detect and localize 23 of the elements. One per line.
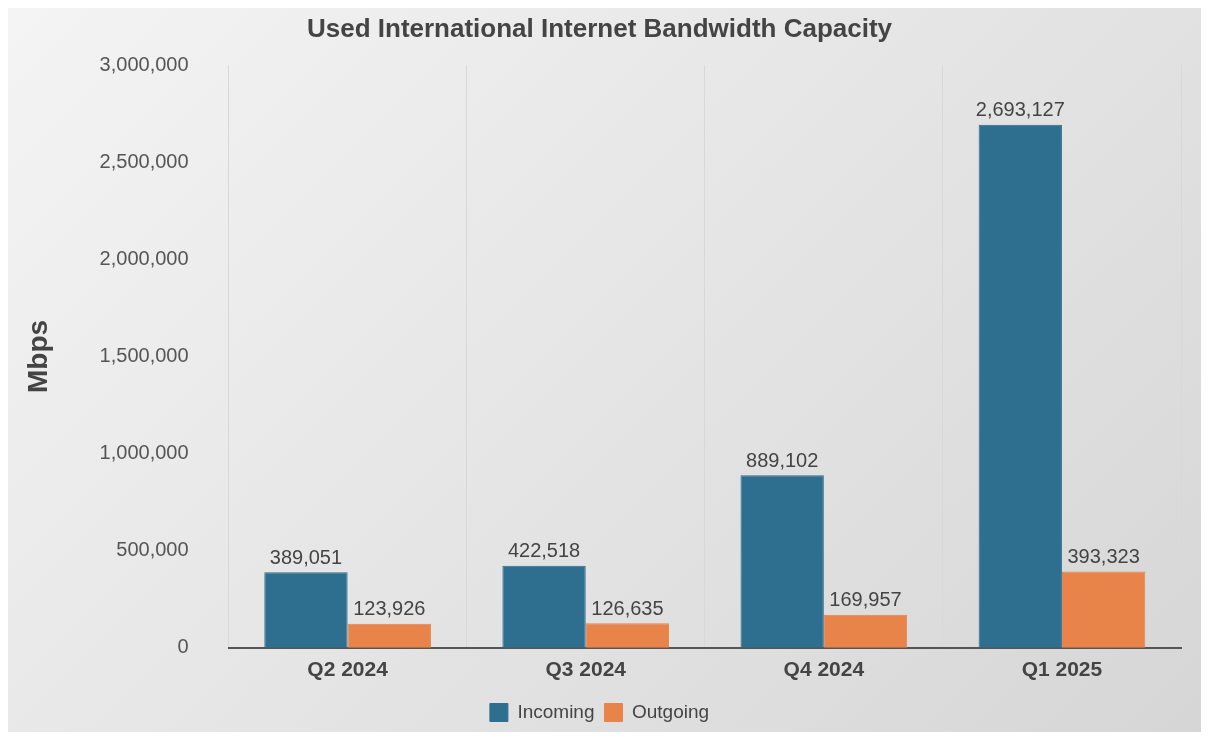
data-label: 169,957 bbox=[829, 588, 902, 611]
y-tick-label: 2,000,000 bbox=[99, 246, 189, 269]
y-tick-label: 1,000,000 bbox=[99, 441, 189, 464]
y-tick-label: 2,500,000 bbox=[99, 149, 189, 172]
y-tick-label: 1,500,000 bbox=[99, 344, 189, 367]
x-tick-label: Q3 2024 bbox=[545, 657, 627, 681]
y-tick-label: 0 bbox=[177, 635, 189, 658]
x-tick-label: Q1 2025 bbox=[1021, 657, 1103, 681]
data-label: 389,051 bbox=[269, 545, 343, 568]
y-tick-label: 500,000 bbox=[116, 538, 189, 561]
y-axis-title: Mbps bbox=[21, 319, 53, 394]
x-tick-label: Q2 2024 bbox=[307, 657, 389, 681]
data-label: 123,926 bbox=[353, 597, 426, 620]
chart-title: Used International Internet Bandwidth Capacity bbox=[306, 12, 893, 43]
data-label: 422,518 bbox=[507, 539, 581, 562]
data-label: 393,323 bbox=[1067, 544, 1140, 567]
data-label: 889,102 bbox=[746, 448, 819, 471]
legend-label: Outgoing bbox=[631, 700, 710, 722]
legend-label: Incoming bbox=[517, 700, 595, 722]
x-tick-label: Q4 2024 bbox=[783, 657, 865, 681]
data-label: 126,635 bbox=[591, 596, 664, 619]
y-tick-label: 3,000,000 bbox=[99, 52, 189, 75]
data-label: 2,693,127 bbox=[975, 98, 1065, 121]
